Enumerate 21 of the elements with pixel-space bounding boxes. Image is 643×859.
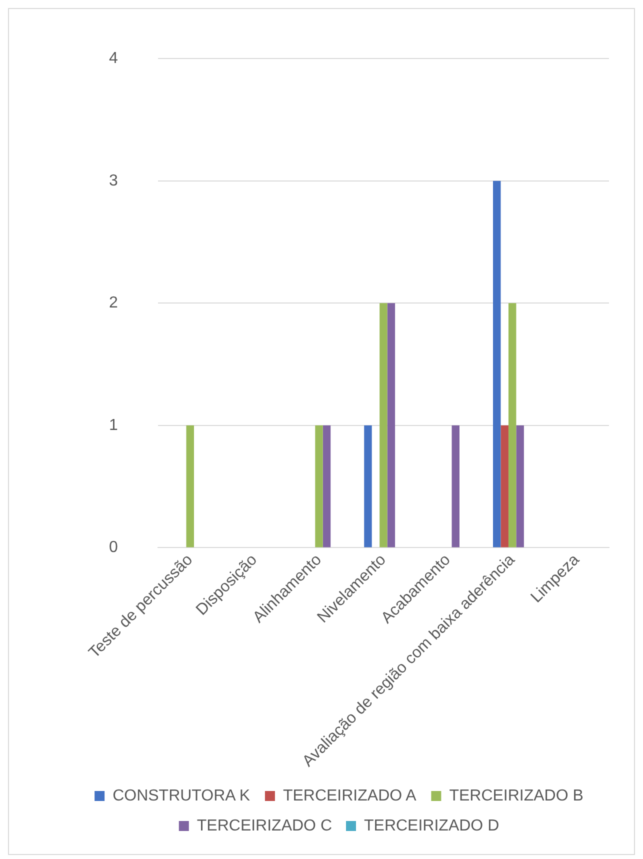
legend-label: TERCEIRIZADO D [364, 817, 500, 834]
bar [508, 303, 516, 548]
bar [364, 425, 372, 548]
bar [186, 425, 194, 548]
legend-label: TERCEIRIZADO C [196, 817, 332, 834]
y-tick-label: 2 [108, 294, 118, 312]
bar [516, 425, 524, 548]
bar [500, 425, 508, 548]
bar [452, 425, 460, 548]
y-tick-label: 3 [108, 172, 118, 190]
bar [380, 303, 388, 548]
legend-label: TERCEIRIZADO A [282, 787, 417, 804]
y-tick-label: 1 [108, 416, 118, 434]
bar [322, 425, 331, 548]
legend-label: TERCEIRIZADO B [449, 787, 584, 804]
legend-label: CONSTRUTORA K [112, 787, 250, 804]
y-tick-label: 4 [108, 50, 118, 68]
bar [315, 425, 323, 548]
bar [493, 180, 501, 548]
bar [387, 303, 396, 548]
y-tick-label: 0 [108, 539, 118, 556]
